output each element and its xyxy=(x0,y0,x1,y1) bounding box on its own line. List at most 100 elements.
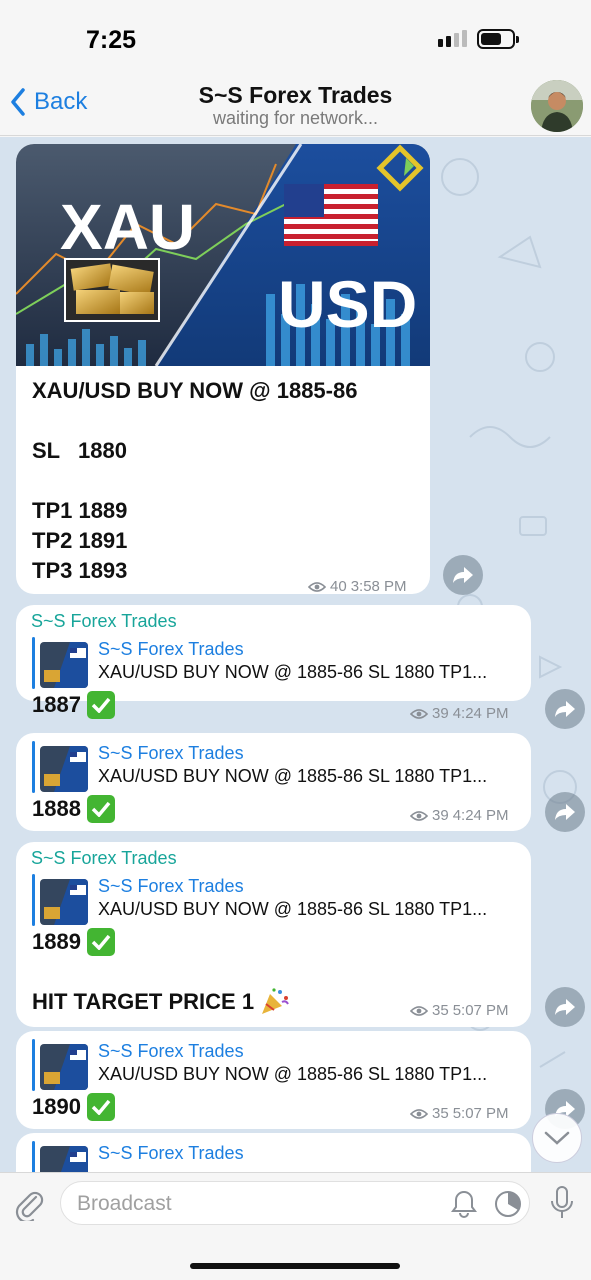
post-time: 3:58 PM xyxy=(350,578,407,595)
paperclip-icon xyxy=(15,1191,44,1224)
channel-avatar[interactable] xyxy=(531,80,583,132)
post-views: 40 xyxy=(330,578,347,595)
forward-button[interactable] xyxy=(545,792,585,832)
post-line-tp2: TP2 1891 xyxy=(32,528,128,553)
eye-icon xyxy=(410,1005,428,1016)
eye-icon xyxy=(410,810,428,821)
message-extra: HIT TARGET PRICE 1 xyxy=(32,989,255,1014)
message-views: 39 xyxy=(432,705,449,722)
forward-button[interactable] xyxy=(545,987,585,1027)
message-value-line: 1890 xyxy=(32,1093,115,1121)
reply-quote[interactable]: S~S Forex Trades xyxy=(32,1141,522,1172)
forward-icon xyxy=(555,804,575,820)
forward-button[interactable] xyxy=(545,689,585,729)
reply-quote[interactable]: S~S Forex Trades XAU/USD BUY NOW @ 1885-… xyxy=(32,741,522,797)
message-value: 1888 xyxy=(32,796,81,821)
eye-icon xyxy=(410,1108,428,1119)
broadcast-input[interactable]: Broadcast xyxy=(60,1181,530,1225)
brand-logo-icon xyxy=(376,144,424,192)
post-line-entry: XAU/USD BUY NOW @ 1885-86 xyxy=(32,378,358,403)
message-extra-line: HIT TARGET PRICE 1 xyxy=(32,988,290,1016)
reply-text: XAU/USD BUY NOW @ 1885-86 SL 1880 TP1... xyxy=(98,766,488,786)
reply-name: S~S Forex Trades xyxy=(98,876,244,896)
reply-thumbnail xyxy=(40,1146,88,1172)
voice-button[interactable] xyxy=(548,1185,576,1226)
eye-icon xyxy=(308,581,326,592)
message-views: 39 xyxy=(432,807,449,824)
us-flag-image xyxy=(284,184,378,246)
status-bar: 7:25 xyxy=(0,0,591,78)
message-time: 4:24 PM xyxy=(452,807,509,824)
message-time: 5:07 PM xyxy=(452,1105,509,1122)
message-bubble[interactable]: S~S Forex Trades S~S Forex Trades XAU/US… xyxy=(16,605,531,722)
message-views: 35 xyxy=(432,1105,449,1122)
message-value-line: 1888 xyxy=(32,795,115,823)
message-value: 1889 xyxy=(32,929,81,954)
input-bar: Broadcast xyxy=(0,1172,591,1280)
chevron-down-icon xyxy=(544,1131,570,1145)
gold-bars-image xyxy=(64,258,160,322)
chevron-left-icon xyxy=(11,88,25,116)
battery-icon xyxy=(477,29,519,49)
microphone-icon xyxy=(551,1186,573,1218)
message-sender: S~S Forex Trades xyxy=(31,611,177,631)
nav-bar: Back S~S Forex Trades waiting for networ… xyxy=(0,78,591,136)
back-button[interactable]: Back xyxy=(10,88,87,116)
reply-quote[interactable]: S~S Forex Trades XAU/USD BUY NOW @ 1885-… xyxy=(32,1039,522,1095)
message-bubble[interactable]: S~S Forex Trades xyxy=(16,1133,531,1172)
forward-icon xyxy=(555,999,575,1015)
reply-quote[interactable]: S~S Forex Trades XAU/USD BUY NOW @ 1885-… xyxy=(32,637,522,693)
forward-button[interactable] xyxy=(443,555,483,595)
check-mark-icon xyxy=(86,691,115,719)
attach-button[interactable] xyxy=(12,1187,46,1226)
post-meta: 40 3:58 PM xyxy=(308,578,407,595)
bell-icon xyxy=(451,1190,477,1218)
forward-icon xyxy=(555,1101,575,1117)
reply-thumbnail xyxy=(40,746,88,792)
message-value-line: 1889 xyxy=(32,928,115,956)
reply-name: S~S Forex Trades xyxy=(98,639,244,659)
notification-toggle[interactable] xyxy=(450,1189,478,1224)
message-sender: S~S Forex Trades xyxy=(31,848,177,868)
party-popper-icon xyxy=(262,988,289,1014)
message-bubble[interactable]: S~S Forex Trades S~S Forex Trades XAU/US… xyxy=(16,842,531,1027)
message-value: 1890 xyxy=(32,1094,81,1119)
reply-thumbnail xyxy=(40,642,88,688)
message-meta: 39 4:24 PM xyxy=(410,807,509,824)
image-label-usd: USD xyxy=(278,267,417,341)
reply-quote[interactable]: S~S Forex Trades XAU/USD BUY NOW @ 1885-… xyxy=(32,874,522,930)
post-line-sl: SL 1880 xyxy=(32,438,127,463)
reply-name: S~S Forex Trades xyxy=(98,1143,244,1163)
home-indicator xyxy=(190,1263,400,1269)
reply-thumbnail xyxy=(40,879,88,925)
check-mark-icon xyxy=(86,795,115,823)
chat-area[interactable]: XAU USD xyxy=(0,137,591,1172)
message-views: 35 xyxy=(432,1002,449,1019)
channel-title[interactable]: S~S Forex Trades xyxy=(198,82,393,108)
reply-name: S~S Forex Trades xyxy=(98,743,244,763)
post-image[interactable]: XAU USD xyxy=(16,144,430,366)
reply-name: S~S Forex Trades xyxy=(98,1041,244,1061)
post-line-tp1: TP1 1889 xyxy=(32,498,128,523)
post-line-tp3: TP3 1893 xyxy=(32,558,128,583)
forward-icon xyxy=(555,701,575,717)
reply-thumbnail xyxy=(40,1044,88,1090)
message-value-line: 1887 xyxy=(32,691,115,719)
message-bubble[interactable]: S~S Forex Trades XAU/USD BUY NOW @ 1885-… xyxy=(16,1031,531,1129)
eye-icon xyxy=(410,708,428,719)
message-meta: 35 5:07 PM xyxy=(410,1002,509,1019)
back-label: Back xyxy=(34,88,88,115)
signal-icon xyxy=(438,30,467,47)
message-bubble[interactable]: S~S Forex Trades XAU/USD BUY NOW @ 1885-… xyxy=(16,733,531,831)
message-value: 1887 xyxy=(32,692,81,717)
check-mark-icon xyxy=(86,928,115,956)
message-time: 4:24 PM xyxy=(452,705,509,722)
check-mark-icon xyxy=(86,1093,115,1121)
post-bubble[interactable]: XAU USD xyxy=(16,144,430,595)
status-time: 7:25 xyxy=(86,26,137,54)
scroll-down-button[interactable] xyxy=(532,1113,582,1163)
message-time: 5:07 PM xyxy=(452,1002,509,1019)
timer-button[interactable] xyxy=(493,1189,523,1224)
message-meta: 35 5:07 PM xyxy=(410,1105,509,1122)
timer-icon xyxy=(495,1191,521,1217)
